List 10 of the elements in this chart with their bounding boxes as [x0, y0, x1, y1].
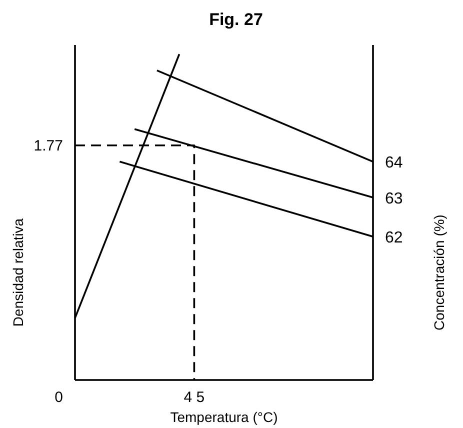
series-label: 64: [385, 154, 403, 172]
series-label: 62: [385, 230, 403, 247]
series-label: 63: [385, 190, 403, 208]
x-axis-title: Temperatura (°C): [170, 409, 278, 425]
text: 4 5: [184, 389, 205, 406]
chart-title: Fig. 27: [209, 10, 263, 29]
text: 1.77: [34, 137, 63, 154]
y2-axis-title: Concentración (%): [431, 214, 447, 330]
y-axis-title: Densidad relativa: [10, 218, 26, 327]
text: 0: [54, 389, 63, 406]
